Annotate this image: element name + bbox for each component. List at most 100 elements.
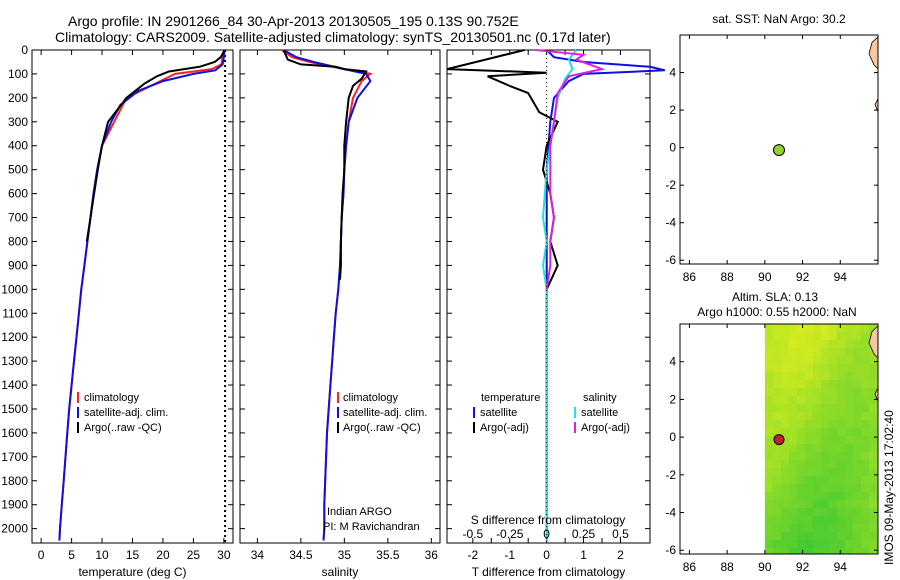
series-argo-raw-qc- — [282, 49, 368, 280]
sla-cell — [860, 548, 870, 555]
sla-cell — [796, 380, 806, 389]
sla-cell — [788, 524, 798, 533]
sla-cell — [836, 460, 846, 469]
sla-cell — [772, 348, 782, 357]
sla-cell — [860, 428, 870, 437]
x-tick-label: 20 — [156, 548, 170, 562]
sla-cell — [804, 468, 814, 477]
sla-cell — [788, 500, 798, 509]
top-tick-label: 0.5 — [612, 527, 629, 541]
sla-cell — [788, 356, 798, 365]
sla-cell — [796, 348, 806, 357]
sla-cell — [836, 516, 846, 525]
sla-cell — [820, 324, 830, 333]
sla-cell — [804, 412, 814, 421]
sla-cell — [852, 460, 862, 469]
sla-cell — [836, 356, 846, 365]
land-patch — [868, 35, 879, 70]
sla-cell — [852, 396, 862, 405]
sla-cell — [772, 428, 782, 437]
sla-cell — [844, 428, 854, 437]
top-tick-label: 0 — [543, 527, 550, 541]
sla-cell — [780, 444, 790, 453]
sla-cell — [804, 404, 814, 413]
sla-cell — [788, 428, 798, 437]
legend-entry: Argo(-adj) — [581, 422, 630, 434]
sla-cell — [828, 364, 838, 373]
sla-cell — [780, 524, 790, 533]
sla-cell — [780, 548, 790, 555]
sla-cell — [772, 412, 782, 421]
sla-cell — [796, 492, 806, 501]
sla-cell — [812, 508, 822, 517]
sla-cell — [844, 460, 854, 469]
sla-cell — [804, 324, 814, 333]
sla-cell — [780, 540, 790, 549]
sla-cell — [804, 436, 814, 445]
x-tick-label: 86 — [683, 560, 697, 574]
legend-entry: Argo(-adj) — [480, 422, 529, 434]
sla-cell — [804, 396, 814, 405]
sla-cell — [812, 548, 822, 555]
sla-cell — [828, 492, 838, 501]
sla-cell — [820, 372, 830, 381]
sla-cell — [772, 444, 782, 453]
sla-cell — [764, 340, 774, 349]
sla-cell — [780, 380, 790, 389]
sla-cell — [868, 364, 878, 373]
x-tick-label: 30 — [217, 548, 231, 562]
sla-cell — [788, 548, 798, 555]
sla-cell — [788, 476, 798, 485]
sla-cell — [860, 324, 870, 333]
y-tick-label: -2 — [665, 468, 676, 482]
sla-cell — [852, 324, 862, 333]
sla-cell — [796, 420, 806, 429]
sla-cell — [860, 348, 870, 357]
sla-cell — [780, 404, 790, 413]
sla-cell — [796, 372, 806, 381]
sla-cell — [764, 428, 774, 437]
sla-cell — [844, 420, 854, 429]
sla-cell — [844, 452, 854, 461]
sla-cell — [804, 524, 814, 533]
y-tick-label: 1000 — [1, 282, 28, 296]
y-tick-label: 0 — [21, 43, 28, 57]
sla-cell — [828, 404, 838, 413]
sla-cell — [788, 364, 798, 373]
sla-cell — [852, 532, 862, 541]
sla-cell — [828, 468, 838, 477]
sla-cell — [796, 500, 806, 509]
sla-cell — [868, 540, 878, 549]
sla-cell — [804, 516, 814, 525]
y-tick-label: 1300 — [1, 354, 28, 368]
sla-cell — [828, 340, 838, 349]
sla-cell — [772, 364, 782, 373]
x-tick-label: 1 — [580, 548, 587, 562]
sla-cell — [804, 484, 814, 493]
legend-entry: Argo(..raw -QC) — [84, 422, 162, 434]
x-tick-label: -2 — [468, 548, 479, 562]
sla-cell — [868, 460, 878, 469]
series-satellite-adj-clim- — [283, 49, 372, 541]
x-tick-label: 2 — [617, 548, 624, 562]
sla-cell — [812, 460, 822, 469]
sla-cell — [868, 452, 878, 461]
sla-cell — [772, 484, 782, 493]
sla-cell — [836, 468, 846, 477]
sla-cell — [812, 332, 822, 341]
x-tick-label: 35.5 — [376, 548, 400, 562]
sla-cell — [804, 460, 814, 469]
sla-cell — [780, 348, 790, 357]
sla-cell — [764, 524, 774, 533]
sla-cell — [764, 540, 774, 549]
sla-cell — [860, 388, 870, 397]
sla-cell — [780, 452, 790, 461]
sla-cell — [868, 492, 878, 501]
sla-cell — [868, 548, 878, 555]
sla-cell — [868, 468, 878, 477]
sla-cell — [844, 364, 854, 373]
sla-cell — [860, 332, 870, 341]
sla-cell — [788, 516, 798, 525]
header-line1: Argo profile: IN 2901266_84 30-Apr-2013 … — [68, 13, 519, 29]
